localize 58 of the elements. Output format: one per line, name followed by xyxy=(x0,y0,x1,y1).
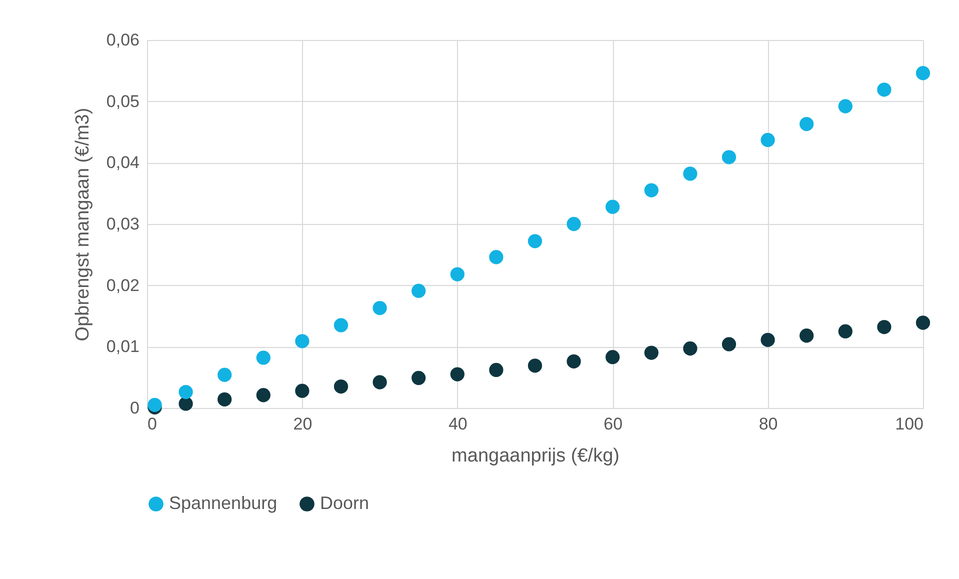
point xyxy=(334,318,348,332)
point xyxy=(178,384,193,400)
point xyxy=(489,250,504,264)
point xyxy=(916,66,930,80)
y-axis-title: Opbrengst mangaan (€/m3) xyxy=(72,108,94,342)
point xyxy=(372,300,387,316)
point xyxy=(256,388,270,402)
legend-label: Spannenburg xyxy=(169,493,278,513)
point xyxy=(528,234,542,248)
point xyxy=(372,375,387,390)
point xyxy=(838,99,852,114)
point xyxy=(800,116,814,132)
point xyxy=(450,267,464,282)
y-tick-label: 0,01 xyxy=(106,337,140,356)
point xyxy=(800,328,814,343)
y-tick-label: 0,05 xyxy=(106,92,140,111)
point xyxy=(566,354,581,368)
point xyxy=(606,200,620,214)
point xyxy=(295,384,310,398)
x-axis-title: mangaanprijs (€/kg) xyxy=(452,446,620,466)
point xyxy=(606,350,620,364)
point xyxy=(722,150,736,164)
point xyxy=(760,332,775,347)
y-tick-label: 0,02 xyxy=(106,276,140,295)
point xyxy=(838,324,852,338)
point xyxy=(334,379,348,394)
x-tick-label: 40 xyxy=(448,414,468,434)
point xyxy=(916,316,930,330)
x-tick-label: 20 xyxy=(293,414,312,434)
point xyxy=(566,216,581,232)
point xyxy=(760,132,775,148)
point xyxy=(412,370,426,386)
point xyxy=(178,396,193,411)
point xyxy=(722,337,736,352)
legend-label: Doorn xyxy=(320,493,370,513)
point xyxy=(450,367,464,382)
point xyxy=(295,334,310,348)
point xyxy=(644,346,658,360)
point xyxy=(256,350,270,365)
point xyxy=(877,320,892,334)
point xyxy=(683,166,698,181)
y-tick-label: 0,06 xyxy=(106,30,140,50)
point xyxy=(528,358,542,373)
x-tick-label: 0 xyxy=(148,414,157,434)
point xyxy=(218,392,232,406)
y-tick-label: 0,04 xyxy=(106,153,140,172)
point xyxy=(644,183,658,198)
point xyxy=(148,398,162,412)
point xyxy=(412,284,426,298)
y-tick-label: 0,03 xyxy=(106,214,140,234)
x-tick-label: 100 xyxy=(895,414,924,434)
point xyxy=(218,368,232,382)
x-tick-label: 80 xyxy=(758,414,778,434)
point xyxy=(489,362,504,378)
y-tick-label: 0 xyxy=(130,398,140,418)
x-tick-label: 60 xyxy=(604,414,623,434)
point xyxy=(877,82,892,97)
point xyxy=(683,341,698,356)
